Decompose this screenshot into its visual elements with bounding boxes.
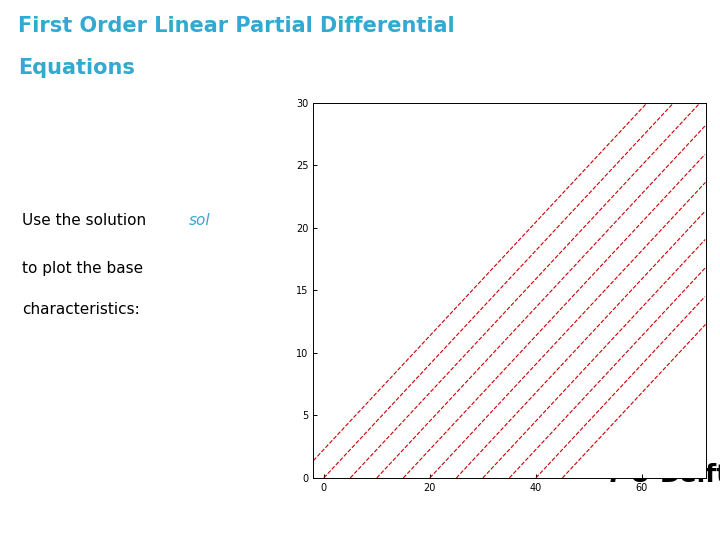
Text: sol: sol (189, 213, 210, 228)
Text: Delft: Delft (660, 463, 720, 487)
Text: U: U (629, 463, 649, 487)
Text: Equations: Equations (18, 58, 135, 78)
Text: 68: 68 (683, 518, 698, 531)
Text: 01 November 2020: 01 November 2020 (14, 518, 128, 531)
Text: First Order Linear Partial Differential: First Order Linear Partial Differential (18, 16, 454, 37)
Text: Use the solution: Use the solution (22, 213, 151, 228)
Text: characteristics:: characteristics: (22, 301, 140, 316)
Text: T: T (606, 463, 623, 487)
Text: to plot the base: to plot the base (22, 261, 143, 276)
